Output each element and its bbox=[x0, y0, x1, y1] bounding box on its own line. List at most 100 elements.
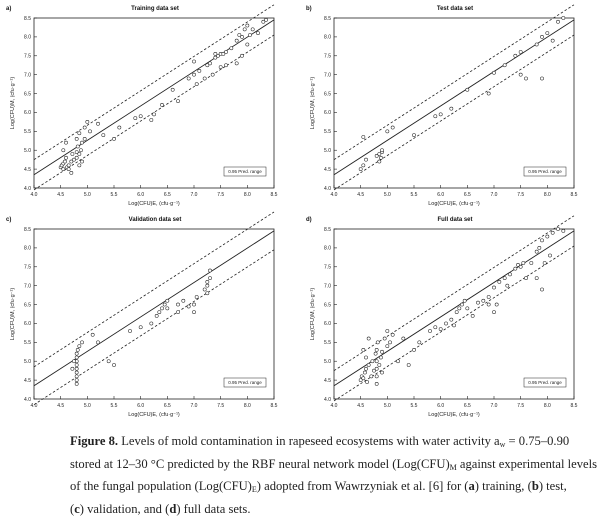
data-point bbox=[503, 64, 506, 67]
data-point bbox=[171, 88, 174, 91]
data-point bbox=[524, 77, 527, 80]
prediction-band-upper bbox=[34, 5, 274, 160]
x-tick-label: 7.0 bbox=[191, 403, 198, 409]
data-point bbox=[391, 333, 394, 336]
data-point bbox=[396, 360, 399, 363]
data-point bbox=[363, 371, 366, 374]
legend-label: 0.95 Pred. range bbox=[228, 380, 262, 385]
data-point bbox=[379, 156, 382, 159]
data-point bbox=[370, 375, 373, 378]
data-point bbox=[243, 28, 246, 31]
x-tick-label: 6.0 bbox=[437, 403, 444, 409]
data-point bbox=[506, 284, 509, 287]
data-point bbox=[364, 158, 367, 161]
data-point bbox=[487, 92, 490, 95]
data-point bbox=[386, 329, 389, 332]
fit-line bbox=[34, 20, 274, 175]
data-point bbox=[364, 356, 367, 359]
prediction-band-upper bbox=[334, 216, 574, 371]
data-point bbox=[375, 367, 378, 370]
data-point bbox=[359, 168, 362, 171]
data-point bbox=[380, 350, 383, 353]
data-point bbox=[503, 277, 506, 280]
caption-subscript: M bbox=[450, 463, 457, 472]
data-point bbox=[551, 231, 554, 234]
data-point bbox=[208, 62, 211, 65]
y-tick-label: 8.0 bbox=[24, 246, 31, 252]
data-point bbox=[458, 307, 461, 310]
caption-text: ) full data sets. bbox=[176, 502, 250, 516]
data-point bbox=[540, 35, 543, 38]
y-tick-label: 6.0 bbox=[24, 110, 31, 116]
x-tick-label: 7.5 bbox=[217, 192, 224, 198]
y-tick-label: 8.0 bbox=[24, 35, 31, 41]
data-point bbox=[230, 47, 233, 50]
caption-line: of the fungal population (Log(CFU)E) ado… bbox=[70, 477, 590, 500]
data-point bbox=[476, 301, 479, 304]
data-point bbox=[166, 307, 169, 310]
data-point bbox=[367, 363, 370, 366]
data-point bbox=[75, 363, 78, 366]
y-tick-label: 4.0 bbox=[324, 397, 331, 403]
data-point bbox=[434, 326, 437, 329]
y-tick-label: 4.5 bbox=[324, 378, 331, 384]
data-point bbox=[134, 117, 137, 120]
y-tick-label: 8.5 bbox=[24, 227, 31, 233]
data-point bbox=[439, 113, 442, 116]
data-point bbox=[75, 352, 78, 355]
legend-label: 0.95 Pred. range bbox=[228, 169, 262, 174]
x-tick-label: 5.5 bbox=[411, 192, 418, 198]
data-point bbox=[386, 130, 389, 133]
data-point bbox=[206, 284, 209, 287]
data-point bbox=[139, 326, 142, 329]
data-point bbox=[176, 303, 179, 306]
y-tick-label: 6.0 bbox=[24, 321, 31, 327]
data-point bbox=[376, 341, 379, 344]
data-point bbox=[388, 341, 391, 344]
data-point bbox=[195, 295, 198, 298]
y-tick-label: 8.0 bbox=[324, 246, 331, 252]
y-tick-label: 7.5 bbox=[324, 54, 331, 60]
prediction-band-lower bbox=[34, 35, 274, 190]
y-tick-label: 7.5 bbox=[324, 265, 331, 271]
data-point bbox=[139, 115, 142, 118]
prediction-band-lower bbox=[334, 35, 574, 190]
data-point bbox=[514, 54, 517, 57]
data-point bbox=[444, 322, 447, 325]
x-tick-label: 6.5 bbox=[464, 403, 471, 409]
x-tick-label: 6.5 bbox=[164, 403, 171, 409]
data-point bbox=[63, 160, 66, 163]
data-point bbox=[72, 360, 75, 363]
data-point bbox=[155, 314, 158, 317]
x-tick-label: 4.5 bbox=[57, 192, 64, 198]
data-point bbox=[524, 277, 527, 280]
y-tick-label: 5.5 bbox=[24, 129, 31, 135]
data-point bbox=[455, 311, 458, 314]
data-point bbox=[383, 337, 386, 340]
data-point bbox=[160, 307, 163, 310]
y-tick-label: 5.5 bbox=[24, 340, 31, 346]
data-point bbox=[365, 380, 368, 383]
data-point bbox=[80, 341, 83, 344]
data-point bbox=[412, 134, 415, 137]
data-point bbox=[75, 382, 78, 385]
data-point bbox=[439, 328, 442, 331]
data-point bbox=[75, 375, 78, 378]
data-point bbox=[192, 73, 195, 76]
data-point bbox=[192, 303, 195, 306]
data-point bbox=[450, 107, 453, 110]
y-tick-label: 7.5 bbox=[24, 54, 31, 60]
data-point bbox=[91, 333, 94, 336]
x-tick-label: 7.5 bbox=[517, 403, 524, 409]
data-point bbox=[378, 160, 381, 163]
y-tick-label: 6.5 bbox=[324, 302, 331, 308]
prediction-band-lower bbox=[334, 246, 574, 401]
data-point bbox=[546, 235, 549, 238]
data-point bbox=[562, 16, 565, 19]
y-tick-label: 5.0 bbox=[324, 359, 331, 365]
data-point bbox=[375, 375, 378, 378]
data-point bbox=[362, 377, 365, 380]
data-point bbox=[150, 322, 153, 325]
